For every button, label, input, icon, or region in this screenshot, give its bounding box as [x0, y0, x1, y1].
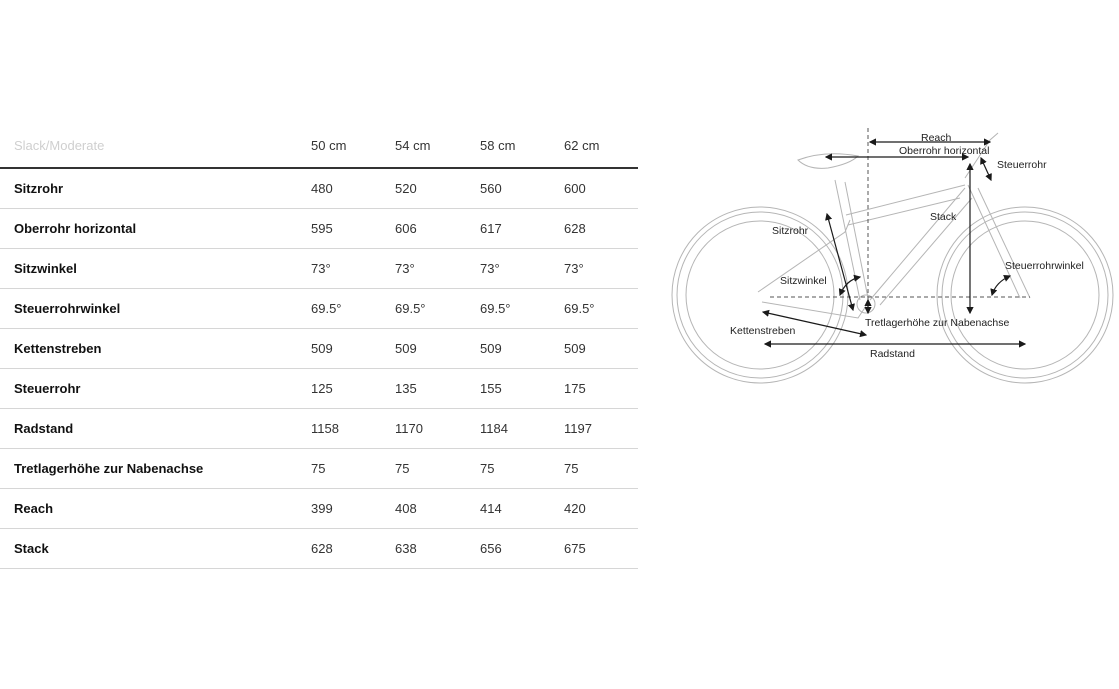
row-value: 414: [480, 501, 502, 516]
row-value: 1197: [564, 421, 592, 436]
size-header: 50 cm: [311, 138, 347, 153]
row-value: 73°: [395, 261, 415, 276]
row-value: 509: [395, 341, 417, 356]
row-value: 1170: [395, 421, 423, 436]
row-label: Steuerrohr: [14, 381, 81, 396]
label-tretlager: Tretlagerhöhe zur Nabenachse: [865, 317, 1010, 329]
table-row: Steuerrohr 125 135 155 175: [0, 369, 638, 409]
row-value: 480: [311, 181, 333, 196]
table-row: Sitzrohr 480 520 560 600: [0, 169, 638, 209]
row-label: Sitzrohr: [14, 181, 64, 196]
row-value: 1184: [480, 421, 508, 436]
table-row: Oberrohr horizontal 595 606 617 628: [0, 209, 638, 249]
row-value: 675: [564, 541, 586, 556]
bike-frame: [671, 132, 1114, 384]
row-value: 606: [395, 221, 417, 236]
row-label: Steuerrohrwinkel: [14, 301, 121, 316]
size-header: 58 cm: [480, 138, 516, 153]
table-row: Sitzwinkel 73° 73° 73° 73°: [0, 249, 638, 289]
row-label: Kettenstreben: [14, 341, 102, 356]
row-value: 155: [480, 381, 502, 396]
row-value: 125: [311, 381, 333, 396]
dimension-arrows: [761, 138, 1027, 348]
row-value: 600: [564, 181, 586, 196]
size-header: 62 cm: [564, 138, 600, 153]
front-wheel: [936, 206, 1114, 384]
row-value: 73°: [564, 261, 584, 276]
label-oberrohr: Oberrohr horizontal: [899, 145, 989, 157]
row-value: 73°: [480, 261, 500, 276]
label-radstand: Radstand: [870, 348, 915, 360]
row-label: Oberrohr horizontal: [14, 221, 137, 236]
table-row: Kettenstreben 509 509 509 509: [0, 329, 638, 369]
label-stack: Stack: [930, 211, 957, 223]
label-sitzrohr: Sitzrohr: [772, 225, 809, 237]
row-value: 399: [311, 501, 333, 516]
table-header: Slack/Moderate 50 cm 54 cm 58 cm 62 cm: [0, 125, 638, 169]
kettenstreben-arrow: [761, 309, 868, 338]
row-value: 520: [395, 181, 417, 196]
row-value: 69.5°: [395, 301, 426, 316]
row-value: 638: [395, 541, 417, 556]
label-sitzwinkel: Sitzwinkel: [780, 275, 827, 287]
row-value: 420: [564, 501, 586, 516]
row-label: Stack: [14, 541, 49, 556]
row-value: 135: [395, 381, 417, 396]
row-value: 509: [480, 341, 502, 356]
row-value: 175: [564, 381, 586, 396]
row-value: 69.5°: [564, 301, 595, 316]
table-row: Radstand 1158 1170 1184 1197: [0, 409, 638, 449]
row-value: 617: [480, 221, 502, 236]
row-value: 628: [564, 221, 586, 236]
row-value: 560: [480, 181, 502, 196]
row-value: 69.5°: [311, 301, 342, 316]
row-value: 75: [395, 461, 410, 476]
table-row: Tretlagerhöhe zur Nabenachse 75 75 75 75: [0, 449, 638, 489]
steuerrohrwinkel-arrow: [990, 275, 1012, 297]
label-kettenstreben: Kettenstreben: [730, 325, 796, 337]
rear-wheel: [671, 206, 849, 384]
table-title: Slack/Moderate: [14, 138, 105, 153]
table-row: Reach 399 408 414 420: [0, 489, 638, 529]
geometry-table: Slack/Moderate 50 cm 54 cm 58 cm 62 cm S…: [0, 125, 638, 569]
row-label: Tretlagerhöhe zur Nabenachse: [14, 461, 204, 476]
row-value: 509: [564, 341, 586, 356]
row-value: 75: [480, 461, 495, 476]
row-label: Radstand: [14, 421, 74, 436]
row-value: 628: [311, 541, 333, 556]
label-steuerrohrwinkel: Steuerrohrwinkel: [1005, 260, 1084, 272]
row-value: 595: [311, 221, 333, 236]
row-value: 73°: [311, 261, 331, 276]
row-label: Sitzwinkel: [14, 261, 77, 276]
row-value: 509: [311, 341, 333, 356]
label-steuerrohr: Steuerrohr: [997, 159, 1047, 171]
sitzwinkel-arrow: [838, 274, 862, 297]
table-row: Stack 628 638 656 675: [0, 529, 638, 569]
table-row: Steuerrohrwinkel 69.5° 69.5° 69.5° 69.5°: [0, 289, 638, 329]
row-value: 75: [564, 461, 579, 476]
label-reach: Reach: [921, 132, 952, 144]
row-value: 75: [311, 461, 326, 476]
steuerrohr-arrow: [980, 156, 992, 182]
row-value: 408: [395, 501, 417, 516]
size-header: 54 cm: [395, 138, 431, 153]
row-label: Reach: [14, 501, 54, 516]
row-value: 656: [480, 541, 502, 556]
row-value: 69.5°: [480, 301, 511, 316]
sitzrohr-arrow: [825, 212, 855, 312]
row-value: 1158: [311, 421, 339, 436]
